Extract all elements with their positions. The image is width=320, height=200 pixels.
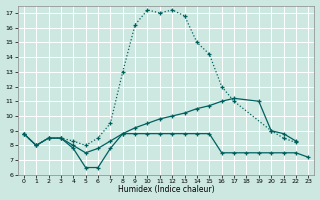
X-axis label: Humidex (Indice chaleur): Humidex (Indice chaleur) [118,185,214,194]
